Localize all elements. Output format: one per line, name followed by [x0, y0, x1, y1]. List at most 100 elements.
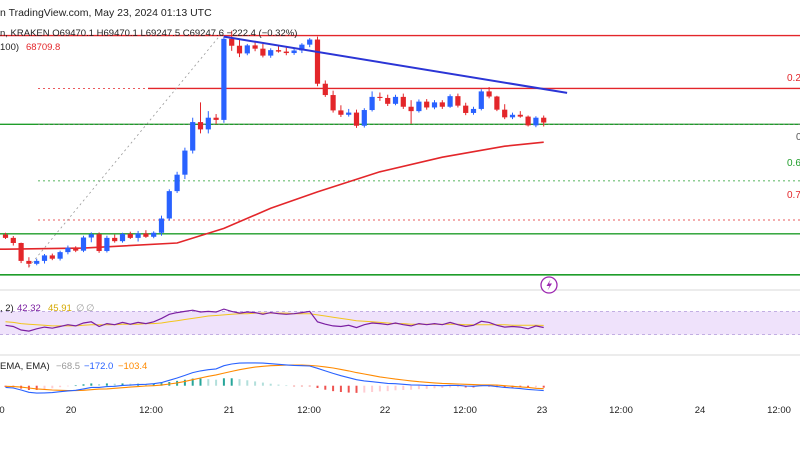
- candles[interactable]: [2, 30, 547, 268]
- x-axis[interactable]: 0 20 12:00 21 12:00 22 12:00 23 12:00 24 12:00: [0, 405, 791, 416]
- candle[interactable]: [377, 92, 383, 101]
- candle[interactable]: [470, 106, 477, 115]
- x-axis-tick-label: 24: [695, 405, 706, 416]
- candle[interactable]: [41, 253, 48, 264]
- candle[interactable]: [166, 189, 172, 221]
- macd-histogram-bar: [215, 379, 218, 386]
- candle-body: [502, 109, 508, 118]
- candle[interactable]: [322, 80, 328, 97]
- candle[interactable]: [385, 94, 391, 107]
- candle-body: [221, 38, 227, 120]
- candle[interactable]: [18, 242, 24, 264]
- candle[interactable]: [463, 102, 469, 116]
- candle-body: [41, 255, 48, 261]
- rsi-line[interactable]: [5, 308, 544, 332]
- candle[interactable]: [283, 47, 289, 56]
- candle[interactable]: [174, 171, 180, 193]
- rsi-pane[interactable]: [0, 308, 800, 335]
- candle-body: [392, 96, 399, 104]
- candle[interactable]: [416, 99, 422, 113]
- candle[interactable]: [486, 87, 492, 99]
- ma-100-line[interactable]: [0, 141, 544, 250]
- candle[interactable]: [447, 94, 453, 108]
- candle[interactable]: [73, 246, 79, 253]
- candle[interactable]: [517, 111, 523, 118]
- candle[interactable]: [533, 116, 539, 128]
- candle[interactable]: [190, 117, 196, 154]
- candle[interactable]: [127, 231, 133, 239]
- candle[interactable]: [213, 114, 219, 125]
- candle[interactable]: [182, 147, 188, 180]
- candle[interactable]: [275, 46, 282, 53]
- candle[interactable]: [143, 230, 149, 238]
- candle[interactable]: [478, 89, 484, 111]
- candle[interactable]: [229, 30, 235, 51]
- candle[interactable]: [88, 232, 94, 243]
- candle[interactable]: [408, 100, 414, 124]
- candle-body: [431, 102, 438, 108]
- bearish-trendline[interactable]: [223, 35, 568, 94]
- candle[interactable]: [205, 111, 211, 134]
- macd-pane[interactable]: [4, 362, 545, 394]
- candle[interactable]: [34, 258, 40, 266]
- candle-body: [338, 110, 344, 115]
- candle-body: [135, 233, 141, 238]
- candle[interactable]: [49, 253, 55, 261]
- macd-signal-line[interactable]: [5, 364, 544, 392]
- candle[interactable]: [244, 43, 250, 56]
- candle[interactable]: [26, 257, 32, 268]
- candle[interactable]: [525, 115, 531, 127]
- candle[interactable]: [392, 94, 399, 106]
- candle-body: [268, 50, 274, 56]
- candle[interactable]: [361, 108, 367, 128]
- candle[interactable]: [197, 102, 204, 134]
- candle[interactable]: [151, 231, 157, 239]
- candle[interactable]: [291, 49, 297, 55]
- candle[interactable]: [119, 232, 126, 243]
- candle[interactable]: [96, 232, 102, 253]
- candle[interactable]: [439, 100, 445, 109]
- candle[interactable]: [400, 93, 406, 109]
- candle[interactable]: [455, 93, 461, 108]
- candle[interactable]: [104, 235, 110, 253]
- candle-body: [275, 50, 282, 52]
- candle[interactable]: [2, 232, 9, 239]
- candle[interactable]: [346, 108, 352, 117]
- candle[interactable]: [236, 39, 243, 58]
- candle[interactable]: [314, 36, 321, 87]
- trendline-layer[interactable]: [223, 35, 568, 94]
- candle[interactable]: [112, 234, 118, 243]
- macd-line[interactable]: [5, 362, 544, 394]
- candle[interactable]: [57, 250, 63, 261]
- candle[interactable]: [80, 235, 87, 253]
- macd-histogram-bar: [35, 385, 38, 390]
- candle[interactable]: [353, 109, 360, 128]
- candle[interactable]: [431, 100, 438, 110]
- candle[interactable]: [509, 112, 516, 120]
- candle[interactable]: [65, 245, 71, 255]
- event-lightning-icon[interactable]: [540, 276, 558, 294]
- candle[interactable]: [221, 36, 227, 123]
- candle-body: [166, 191, 172, 219]
- candle[interactable]: [268, 48, 274, 58]
- candle[interactable]: [10, 236, 16, 246]
- candle[interactable]: [158, 215, 165, 236]
- macd-histogram-bar: [199, 378, 202, 386]
- candle[interactable]: [424, 99, 430, 110]
- candle[interactable]: [494, 95, 500, 112]
- candle-body: [455, 96, 461, 106]
- macd-histogram-bar: [371, 385, 374, 392]
- candle[interactable]: [135, 230, 141, 242]
- candle[interactable]: [338, 105, 344, 117]
- macd-histogram-bar: [269, 383, 272, 386]
- candle[interactable]: [541, 115, 547, 127]
- candle[interactable]: [330, 90, 336, 113]
- candle[interactable]: [260, 43, 266, 58]
- candle[interactable]: [299, 43, 305, 54]
- candle[interactable]: [369, 91, 375, 112]
- candle[interactable]: [502, 104, 508, 120]
- x-axis-tick-label: 12:00: [139, 405, 163, 416]
- candle[interactable]: [252, 42, 258, 52]
- candle[interactable]: [307, 38, 313, 48]
